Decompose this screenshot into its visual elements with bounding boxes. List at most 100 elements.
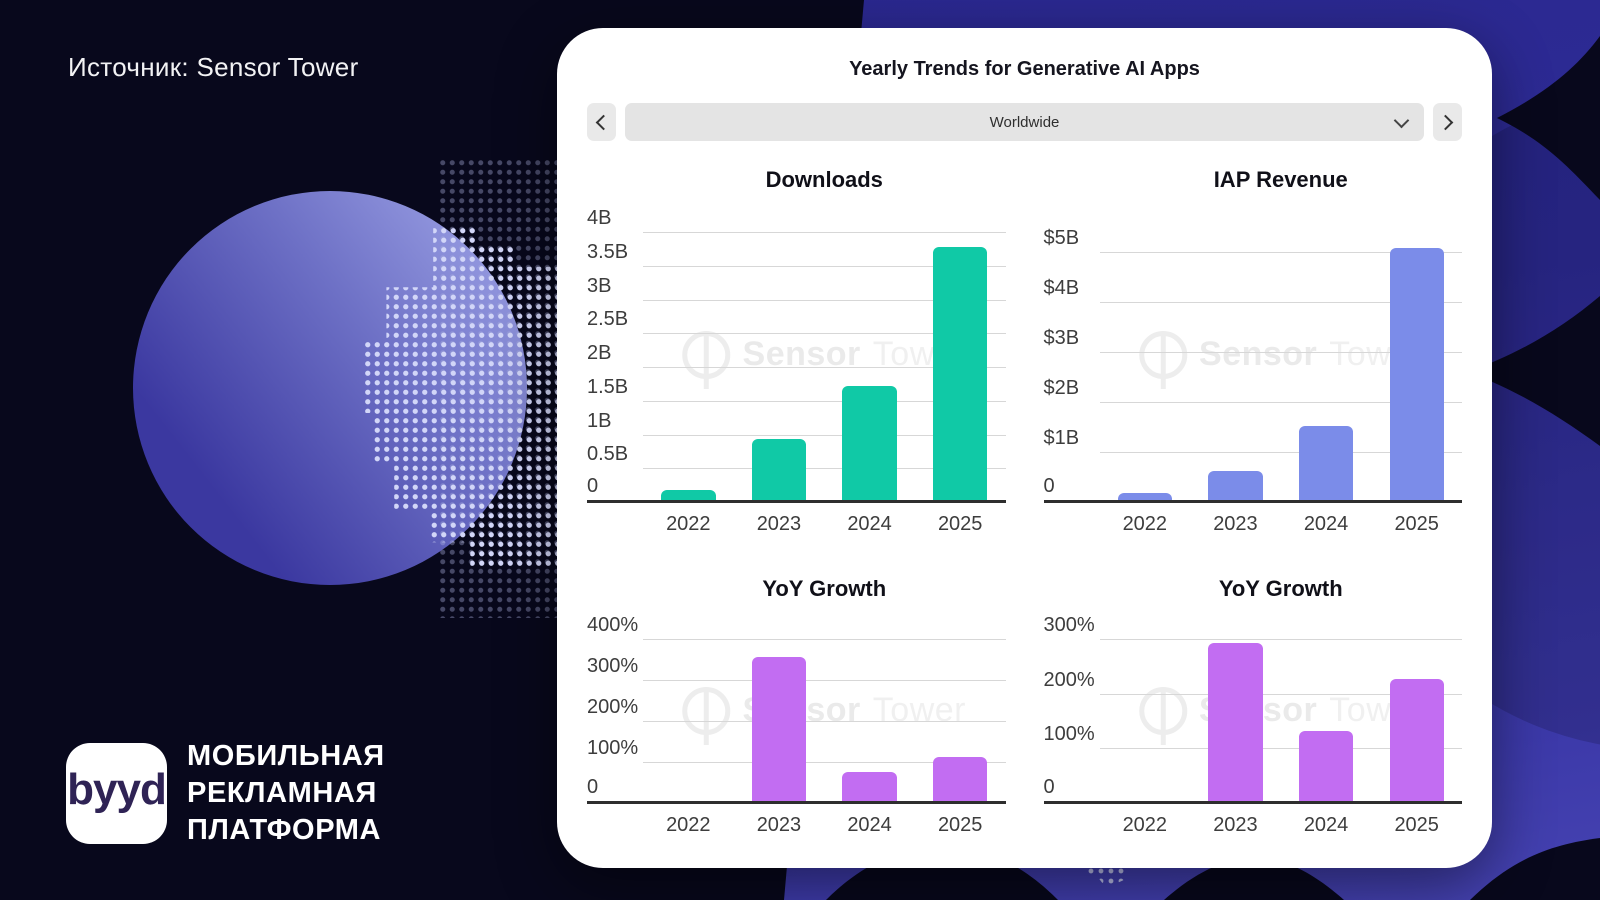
- sensor-tower-logo-icon: [1139, 686, 1188, 735]
- y-gridline: 3B: [587, 276, 1006, 301]
- watermark-text-bold: Sensor: [1199, 335, 1318, 374]
- tagline-line: МОБИЛЬНАЯ: [187, 740, 385, 772]
- y-tick-label: 1.5B: [587, 375, 629, 398]
- x-tick-label: 2022: [1122, 513, 1168, 535]
- next-region-button[interactable]: [1433, 103, 1462, 141]
- chart-downloads: Downloads Sensor Tower 0 0.5B 1B 1.5B 2B 2.5B 3B…: [587, 167, 1006, 536]
- bar-slot: [1281, 223, 1372, 503]
- x-tick-label: 2024: [847, 513, 892, 535]
- watermark-text-light: Tower: [872, 691, 966, 730]
- y-tick-label: 200%: [1043, 668, 1095, 691]
- card-title: Yearly Trends for Generative AI Apps: [849, 58, 1200, 80]
- bar-2023: [1208, 642, 1263, 804]
- x-tick-label: 2025: [937, 513, 983, 535]
- bar-2024: [1298, 425, 1354, 503]
- brand-block: byyd МОБИЛЬНАЯ РЕКЛАМНАЯ ПЛАТФОРМА: [66, 739, 385, 847]
- bars-layer: [643, 628, 1006, 804]
- x-axis-line: 0: [587, 777, 1006, 804]
- bar-slot: [643, 628, 734, 804]
- chart-title: YoY Growth: [1218, 576, 1343, 601]
- y-tick-label: 0: [1043, 475, 1055, 497]
- x-tick-label: 2025: [937, 814, 983, 836]
- bar-slot: [915, 628, 1006, 804]
- y-tick-label: $3B: [1043, 327, 1080, 349]
- x-tick-label: 2022: [1122, 814, 1168, 836]
- region-selector-row: Worldwide: [587, 103, 1462, 141]
- bar-slot: [1100, 628, 1191, 804]
- bar-2024: [842, 386, 897, 503]
- y-tick-label: 4B: [587, 207, 612, 230]
- chevron-left-icon: [595, 114, 612, 130]
- bar-slot: [1190, 223, 1281, 503]
- x-axis-labels: 2022 2023 2024 2025: [643, 814, 1006, 837]
- x-axis-labels: 2022 2023 2024 2025: [643, 513, 1006, 536]
- bar-2023: [1208, 470, 1263, 503]
- bars-layer: [643, 223, 1006, 503]
- bar-slot: [734, 223, 825, 503]
- y-tick-label: 2.5B: [587, 308, 629, 331]
- y-tick-label: 0: [587, 475, 599, 497]
- sensor-tower-logo-icon: [682, 330, 731, 379]
- byyd-logo: byyd: [66, 742, 167, 844]
- chart-iap-revenue: IAP Revenue Sensor Tower 0 $1B $2B $3B $4B $5B …: [1043, 167, 1462, 536]
- y-gridline: 200%: [1044, 670, 1462, 695]
- bar-2022: [661, 489, 716, 503]
- prev-region-button[interactable]: [587, 103, 616, 141]
- bar-slot: [643, 223, 734, 503]
- chart-title: IAP Revenue: [1213, 167, 1348, 192]
- watermark-text-bold: Sensor: [742, 335, 861, 374]
- x-axis-line: 0: [587, 476, 1006, 503]
- bar-slot: [1371, 628, 1462, 804]
- bar-2025: [933, 246, 988, 503]
- bottom-peak-right: [1164, 857, 1344, 900]
- bar-slot: [734, 628, 825, 804]
- charts-grid: Downloads Sensor Tower 0 0.5B 1B 1.5B 2B 2.5B 3B…: [587, 167, 1462, 837]
- plot-area: Sensor Tower 0 0.5B 1B 1.5B 2B 2.5B 3B 3.5B 4B: [587, 208, 1006, 503]
- x-axis-line: 0: [1043, 476, 1462, 503]
- plot-area: Sensor Tower 0 $1B $2B $3B $4B $5B: [1043, 223, 1462, 503]
- bar-slot: [1100, 223, 1191, 503]
- bar-2024: [842, 772, 897, 804]
- y-gridline: 200%: [587, 697, 1006, 723]
- y-gridline: $3B: [1044, 328, 1462, 353]
- region-dropdown[interactable]: Worldwide: [625, 103, 1424, 141]
- y-gridline: 300%: [587, 656, 1006, 682]
- y-tick-label: 2B: [587, 342, 612, 365]
- x-tick-label: 2022: [666, 814, 711, 836]
- y-tick-label: 0: [1043, 776, 1055, 798]
- y-tick-label: $4B: [1043, 277, 1080, 299]
- y-gridline: 3.5B: [587, 242, 1006, 267]
- y-tick-label: 3B: [587, 274, 612, 297]
- bars-layer: [1100, 628, 1463, 804]
- x-tick-label: 2023: [756, 513, 802, 535]
- bar-slot: [824, 223, 915, 503]
- y-tick-label: 300%: [587, 655, 639, 678]
- chevron-down-icon: [1393, 112, 1410, 129]
- x-tick-label: 2022: [666, 513, 711, 535]
- y-tick-label: 100%: [587, 737, 639, 760]
- y-tick-label: 100%: [1043, 723, 1095, 746]
- y-gridline: $2B: [1044, 378, 1462, 403]
- y-gridline: 100%: [587, 738, 1006, 764]
- brand-tagline: МОБИЛЬНАЯ РЕКЛАМНАЯ ПЛАТФОРМА: [187, 739, 385, 847]
- chart-title: Downloads: [765, 167, 883, 192]
- y-tick-label: 3.5B: [587, 240, 629, 263]
- y-tick-label: 300%: [1043, 614, 1095, 637]
- analytics-card: Yearly Trends for Generative AI Apps Wor…: [557, 28, 1492, 868]
- x-axis-labels: 2022 2023 2024 2025: [1100, 814, 1463, 837]
- bar-2023: [751, 657, 807, 804]
- bar-2025: [1389, 248, 1444, 503]
- x-tick-label: 2025: [1394, 814, 1439, 836]
- bar-2022: [1117, 493, 1172, 503]
- x-tick-label: 2023: [1213, 513, 1258, 535]
- y-gridline: 1B: [587, 411, 1006, 436]
- chart-yoy-growth-revenue: YoY Growth SensorTower0100%200%300% 2022…: [1043, 576, 1463, 837]
- y-gridline: 0.5B: [587, 444, 1006, 470]
- y-tick-label: 0.5B: [587, 443, 629, 466]
- bar-2024: [1298, 730, 1354, 804]
- bar-slot: [1190, 628, 1281, 804]
- chart-title: YoY Growth: [762, 576, 887, 601]
- y-gridline: $1B: [1044, 428, 1462, 453]
- bar-slot: [824, 628, 915, 804]
